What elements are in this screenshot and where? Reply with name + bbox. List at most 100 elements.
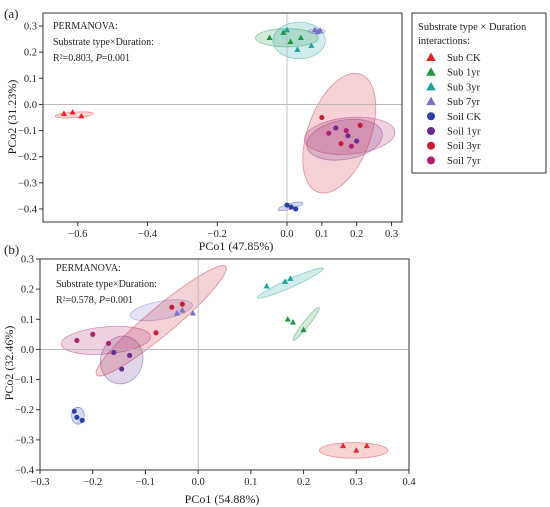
panel-b: (b) −0.3 −0.2 −0.1 0.0 0.1 0.2 0.3 0.4 0.30.20.… [2, 242, 416, 506]
b-point-sub-ck-1 [353, 447, 360, 453]
panel-a-y-ticks: 0.3 0.2 0.1 0.0 −0.1 −0.2 −0.3 −0.4 [18, 22, 43, 215]
a-x-tick-label-0: −0.6 [68, 229, 87, 240]
legend-label-sub-ck: Sub CK [447, 53, 481, 64]
legend-marker-soil-7yr [427, 156, 435, 165]
b-x-tick-label-2: −0.1 [136, 477, 155, 488]
a-point-soil-1yr-17 [345, 133, 351, 139]
b-point-soil-1yr-17 [127, 352, 133, 359]
a-x-tick-label-2: −0.2 [208, 229, 227, 240]
a-y-tick-label-0: 0.3 [24, 22, 37, 33]
legend: Substrate type × Duration interactions: … [411, 12, 547, 174]
b-y-tick-label-5: −0.2 [15, 405, 34, 416]
a-y-tick-label-1: 0.2 [24, 48, 37, 59]
a-point-soil-3yr-21 [357, 122, 363, 128]
legend-marker-sub-1yr [426, 67, 436, 76]
b-y-tick-label-7: −0.4 [15, 466, 35, 477]
b-x-tick-label-5: 0.2 [297, 477, 310, 488]
b-point-sub-1yr-4 [289, 319, 297, 325]
a-ellipse-soil-1yr [306, 118, 383, 161]
panel-b-stats: PERMANOVA: Substrate type×Duration: R²=0… [56, 263, 157, 306]
panel-a-plot-frame [42, 12, 403, 223]
legend-label-soil-3yr: Soil 3yr [447, 141, 481, 152]
panel-b-x-ticks: −0.3 −0.2 −0.1 0.0 0.1 0.2 0.3 0.4 [30, 470, 416, 488]
legend-marker-soil-1yr [427, 127, 435, 135]
b-y-tick-label-3: 0.0 [21, 345, 34, 356]
b-point-soil-3yr-18 [153, 330, 159, 336]
b-y-tick-label-6: −0.3 [15, 435, 34, 446]
panel-a-y-label: PCo2 (31.23%) [5, 80, 19, 155]
legend-label-sub-3yr: Sub 3yr [447, 82, 480, 93]
a-x-tick-label-6: 0.3 [385, 229, 398, 240]
a-point-soil-3yr-20 [338, 141, 344, 147]
panel-a-reference-lines [43, 13, 402, 222]
a-point-soil-1yr-18 [354, 138, 360, 144]
b-point-soil-1yr-15 [111, 349, 117, 356]
a-x-tick-label-3: 0.0 [280, 229, 293, 240]
legend-marker-soil-ck [427, 112, 435, 121]
b-ellipse-soil-3yr [95, 265, 227, 377]
b-point-soil-3yr-19 [169, 304, 175, 310]
a-y-tick-label-3: 0.0 [24, 100, 37, 111]
a-point-sub-ck-0 [60, 110, 67, 116]
panel-a-ellipses [54, 21, 396, 212]
panel-b-reference-lines [40, 259, 409, 470]
a-y-tick-label-7: −0.4 [18, 204, 38, 215]
b-point-soil-7yr-21 [74, 337, 80, 343]
panel-a-stat-p-value: =0.001 [102, 53, 130, 64]
a-point-sub-1yr-5 [297, 34, 304, 41]
b-point-sub-ck-2 [363, 442, 370, 449]
panel-b-y-ticks: 0.3 0.2 0.1 0.0 −0.1 −0.2 −0.3 −0.4 [15, 255, 40, 477]
b-point-soil-ck-12 [71, 408, 77, 414]
b-x-tick-label-4: 0.1 [244, 477, 257, 488]
panel-a-stats-line-3: R²=0.803, P=0.001 [53, 53, 130, 64]
panel-b-x-label: PCo1 (54.88%) [185, 492, 260, 506]
a-point-soil-7yr-24 [343, 128, 349, 134]
legend-label-sub-1yr: Sub 1yr [447, 68, 480, 79]
a-point-soil-3yr-19 [319, 114, 325, 121]
b-ellipse-soil-7yr [60, 325, 151, 355]
b-point-sub-3yr-6 [263, 282, 270, 289]
legend-label-soil-ck: Soil CK [447, 112, 482, 123]
b-point-sub-7yr-9 [174, 310, 181, 316]
a-point-sub-3yr-7 [283, 26, 291, 33]
a-point-sub-ck-2 [78, 112, 85, 119]
a-point-sub-ck-1 [69, 109, 76, 115]
a-point-soil-1yr-16 [333, 125, 339, 131]
a-point-soil-ck-13 [284, 202, 290, 208]
a-point-soil-7yr-22 [326, 130, 332, 136]
legend-marker-sub-ck [426, 52, 436, 61]
legend-marker-soil-3yr [427, 141, 435, 150]
a-point-soil-ck-14 [288, 204, 294, 210]
b-y-tick-label-0: 0.3 [21, 255, 34, 266]
b-point-soil-ck-13 [74, 414, 80, 420]
panel-b-y-label: PCo2 (32.46%) [2, 326, 16, 401]
b-point-sub-ck-0 [340, 442, 347, 449]
legend-label-soil-1yr: Soil 1yr [447, 127, 481, 138]
a-x-tick-label-4: 0.1 [315, 229, 328, 240]
panel-a-x-ticks: −0.6 −0.4 −0.2 0.0 0.1 0.2 0.3 [68, 222, 398, 240]
a-y-tick-label-4: −0.1 [18, 126, 37, 137]
legend-item-soil-7yr: Soil 7yr [427, 156, 481, 167]
legend-item-soil-3yr: Soil 3yr [427, 141, 481, 152]
a-point-sub-7yr-12 [314, 28, 321, 35]
b-y-tick-label-1: 0.2 [21, 285, 34, 296]
legend-label-soil-7yr: Soil 7yr [447, 156, 481, 167]
panel-b-stats-line-3: R²=0.578, P=0.001 [56, 295, 133, 306]
a-point-soil-ck-15 [293, 206, 299, 212]
panel-a: (a) −0.6 −0.4 −0.2 0.0 0.1 0.2 0.3 0.30.20.10.… [4, 6, 403, 253]
b-ellipse-sub-1yr [292, 306, 320, 341]
legend-title-line-1: Substrate type × Duration [418, 22, 527, 33]
b-x-tick-label-7: 0.4 [402, 477, 416, 488]
b-point-sub-3yr-8 [287, 275, 294, 281]
panel-a-points [60, 26, 363, 212]
b-ellipse-sub-ck [318, 442, 389, 459]
b-point-sub-3yr-7 [282, 278, 289, 284]
b-point-sub-1yr-3 [284, 316, 291, 322]
a-point-sub-3yr-9 [294, 46, 301, 52]
b-ellipse-soil-1yr [100, 335, 144, 385]
panel-b-label: (b) [4, 242, 19, 257]
panel-b-stats-line-1: PERMANOVA: [56, 263, 121, 274]
a-y-tick-label-2: 0.1 [24, 74, 37, 85]
legend-item-soil-1yr: Soil 1yr [427, 127, 481, 138]
a-point-sub-1yr-6 [287, 38, 294, 44]
